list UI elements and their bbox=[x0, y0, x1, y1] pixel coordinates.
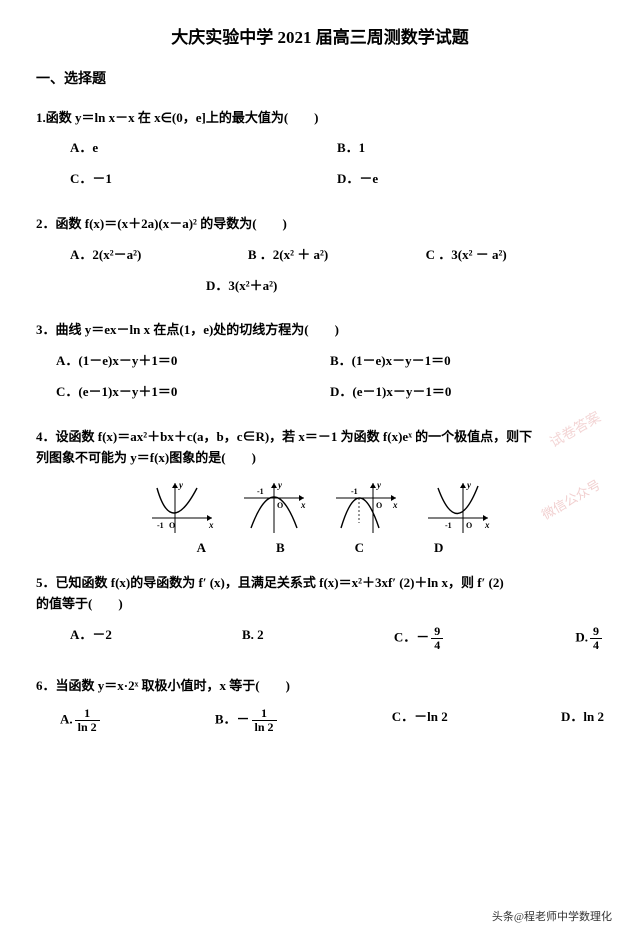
q4-label-c: C bbox=[355, 538, 364, 559]
question-3: 3．曲线 y＝ex－ln x 在点(1，e)处的切线方程为( ) A．(1－e)… bbox=[36, 320, 604, 412]
q5-stem-line1: 5．已知函数 f(x)的导函数为 f′ (x)，且满足关系式 f(x)＝x²＋3… bbox=[36, 573, 604, 594]
q4-label-b: B bbox=[276, 538, 285, 559]
q1-opt-d: D．－e bbox=[337, 169, 604, 190]
svg-text:y: y bbox=[178, 480, 184, 490]
q1-stem: 1.函数 y＝ln x－x 在 x∈(0，e]上的最大值为( ) bbox=[36, 108, 604, 129]
q4-graph-a: x y -1 O bbox=[147, 478, 217, 536]
q4-label-a: A bbox=[197, 538, 206, 559]
svg-text:x: x bbox=[208, 520, 214, 530]
question-1: 1.函数 y＝ln x－x 在 x∈(0，e]上的最大值为( ) A．e B．1… bbox=[36, 108, 604, 200]
q5-stem-line2: 的值等于( ) bbox=[36, 594, 604, 615]
svg-text:x: x bbox=[300, 500, 306, 510]
q2-opt-a: A．2(x²－a²) bbox=[70, 245, 248, 266]
q4-stem-line1: 4．设函数 f(x)＝ax²＋bx＋c(a，b，c∈R)，若 x＝－1 为函数 … bbox=[36, 427, 604, 448]
question-4: 4．设函数 f(x)＝ax²＋bx＋c(a，b，c∈R)，若 x＝－1 为函数 … bbox=[36, 427, 604, 559]
q4-graph-b: x y -1 O bbox=[239, 478, 309, 536]
q5-opt-b: B. 2 bbox=[242, 625, 264, 652]
q2-opt-b: B ．2(x² ＋ a²) bbox=[248, 245, 426, 266]
svg-text:-1: -1 bbox=[351, 487, 358, 496]
page-title: 大庆实验中学 2021 届高三周测数学试题 bbox=[36, 24, 604, 51]
q5-opt-a: A．－2 bbox=[70, 625, 112, 652]
q6-opt-c: C．－ln 2 bbox=[392, 707, 448, 734]
footer-attribution: 头条@程老师中学数理化 bbox=[492, 909, 612, 927]
q6-opt-b: B．－1ln 2 bbox=[215, 707, 279, 734]
svg-text:x: x bbox=[392, 500, 398, 510]
q4-stem-line2: 列图象不可能为 y＝f(x)图象的是( ) bbox=[36, 448, 604, 469]
q6-opt-a: A.1ln 2 bbox=[60, 707, 102, 734]
question-6: 6．当函数 y＝x·2ˣ 取极小值时，x 等于( ) A.1ln 2 B．－1l… bbox=[36, 676, 604, 742]
svg-text:y: y bbox=[376, 480, 382, 490]
q2-options-row1: A．2(x²－a²) B ．2(x² ＋ a²) C ．3(x² － a²) bbox=[36, 245, 604, 276]
q2-opt-c: C ．3(x² － a²) bbox=[426, 245, 604, 266]
q3-stem: 3．曲线 y＝ex－ln x 在点(1，e)处的切线方程为( ) bbox=[36, 320, 604, 341]
question-5: 5．已知函数 f(x)的导函数为 f′ (x)，且满足关系式 f(x)＝x²＋3… bbox=[36, 573, 604, 662]
svg-text:O: O bbox=[277, 501, 283, 510]
question-2: 2．函数 f(x)＝(x＋2a)(x－a)² 的导数为( ) A．2(x²－a²… bbox=[36, 214, 604, 306]
q3-opt-a: A．(1－e)x－y＋1＝0 bbox=[56, 351, 330, 372]
svg-text:x: x bbox=[484, 520, 490, 530]
q6-opt-d: D．ln 2 bbox=[561, 707, 604, 734]
svg-text:-1: -1 bbox=[257, 487, 264, 496]
q5-opt-c: C．－94 bbox=[394, 625, 445, 652]
q1-opt-a: A．e bbox=[70, 138, 337, 159]
q4-graphs: x y -1 O x y -1 O bbox=[36, 478, 604, 536]
q2-stem: 2．函数 f(x)＝(x＋2a)(x－a)² 的导数为( ) bbox=[36, 214, 604, 235]
q6-options: A.1ln 2 B．－1ln 2 C．－ln 2 D．ln 2 bbox=[36, 707, 604, 742]
svg-text:O: O bbox=[169, 521, 175, 530]
q3-options: A．(1－e)x－y＋1＝0 B．(1－e)x－y－1＝0 C．(e－1)x－y… bbox=[36, 351, 604, 413]
q4-graph-d: x y -1 O bbox=[423, 478, 493, 536]
section-heading: 一、选择题 bbox=[36, 69, 604, 91]
q5-opt-d: D.94 bbox=[575, 625, 604, 652]
svg-text:O: O bbox=[466, 521, 472, 530]
q1-opt-b: B．1 bbox=[337, 138, 604, 159]
q3-opt-b: B．(1－e)x－y－1＝0 bbox=[330, 351, 604, 372]
svg-text:y: y bbox=[466, 480, 472, 490]
q4-labels: A B C D bbox=[36, 538, 604, 559]
svg-text:y: y bbox=[277, 480, 283, 490]
q1-options: A．e B．1 C．－1 D．－e bbox=[36, 138, 604, 200]
q4-graph-c: x y -1 O bbox=[331, 478, 401, 536]
q3-opt-c: C．(e－1)x－y＋1＝0 bbox=[56, 382, 330, 403]
q6-stem: 6．当函数 y＝x·2ˣ 取极小值时，x 等于( ) bbox=[36, 676, 604, 697]
q1-opt-c: C．－1 bbox=[70, 169, 337, 190]
svg-text:-1: -1 bbox=[445, 521, 452, 530]
q2-opt-d: D．3(x²＋a²) bbox=[206, 276, 405, 297]
q2-options-row2: D．3(x²＋a²) bbox=[36, 276, 604, 307]
q3-opt-d: D．(e－1)x－y－1＝0 bbox=[330, 382, 604, 403]
svg-text:-1: -1 bbox=[157, 521, 164, 530]
q4-label-d: D bbox=[434, 538, 443, 559]
q5-options: A．－2 B. 2 C．－94 D.94 bbox=[36, 625, 604, 662]
svg-text:O: O bbox=[376, 501, 382, 510]
